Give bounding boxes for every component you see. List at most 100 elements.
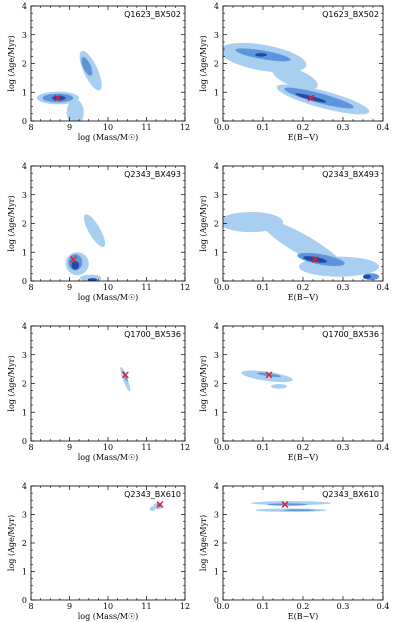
confidence-region-inner	[255, 53, 267, 57]
confidence-region-outer	[149, 506, 155, 512]
confidence-regions	[223, 42, 370, 115]
y-tick-label: 1	[214, 568, 219, 577]
y-tick-label: 1	[214, 248, 219, 257]
x-tick-label: 12	[180, 602, 190, 611]
best-fit-marker	[54, 94, 62, 102]
x-tick-label: 10	[103, 283, 113, 292]
confidence-region-mid	[284, 87, 354, 109]
y-tick-label: 3	[22, 31, 27, 40]
y-tick-label: 3	[214, 511, 219, 520]
y-tick-label: 0	[22, 437, 27, 446]
confidence-regions	[65, 214, 106, 281]
y-tick-label: 3	[22, 511, 27, 520]
best-fit-marker-stroke	[265, 371, 273, 379]
best-fit-marker	[281, 501, 289, 509]
y-tick-label: 2	[22, 220, 27, 229]
y-tick-label: 1	[214, 408, 219, 417]
x-tick-label: 0.0	[217, 283, 230, 292]
confidence-region-outer	[83, 214, 106, 248]
x-tick-label: 0.3	[337, 602, 350, 611]
y-tick-label: 4	[214, 2, 219, 11]
x-tick-label: 0.3	[337, 123, 350, 132]
best-fit-marker-stroke	[307, 94, 315, 102]
x-tick-label: 12	[180, 443, 190, 452]
confidence-region-inner	[71, 260, 80, 270]
best-fit-marker-stroke	[69, 255, 77, 263]
plot-frame	[30, 325, 186, 442]
panel-2: 0.0 0.1 0.2 0.3 0.4 0 1 2 3 4 E(B−V) log (Age/Myr) Q…	[199, 2, 389, 142]
best-fit-marker	[69, 255, 77, 263]
x-axis-title: E(B−V)	[288, 293, 318, 302]
x-tick-label: 0.4	[377, 283, 390, 292]
x-tick-label: 0.4	[377, 602, 390, 611]
confidence-region-inner	[363, 274, 371, 279]
best-fit-marker	[156, 501, 164, 509]
x-axis-title: E(B−V)	[288, 133, 318, 142]
y-axis-title: log (Age/Myr)	[199, 355, 208, 411]
y-axis-title: log (Age/Myr)	[7, 195, 16, 251]
best-fit-marker-stroke	[54, 94, 62, 102]
x-tick-label: 0.4	[377, 443, 390, 452]
y-tick-label: 4	[214, 322, 219, 331]
x-axis-title: log (Mass/M☉)	[78, 612, 139, 621]
x-tick-label: 8	[28, 602, 33, 611]
plot-frame	[30, 165, 186, 282]
panel-8: 0.0 0.1 0.2 0.3 0.4 0 1 2 3 4 E(B−V) log (Age/Myr) Q…	[199, 482, 389, 621]
y-tick-label: 4	[214, 482, 219, 491]
x-tick-label: 10	[103, 602, 113, 611]
best-fit-marker	[265, 371, 273, 379]
y-axis-title: log (Age/Myr)	[199, 195, 208, 251]
y-tick-label: 4	[22, 322, 27, 331]
y-tick-label: 2	[22, 539, 27, 548]
y-tick-label: 3	[214, 191, 219, 200]
object-name-label: Q2343_BX610	[322, 490, 379, 499]
confidence-region-outer	[272, 66, 318, 90]
y-tick-label: 0	[22, 277, 27, 286]
x-tick-label: 9	[67, 443, 72, 452]
x-tick-label: 0.2	[297, 283, 310, 292]
x-tick-label: 0.3	[337, 443, 350, 452]
y-tick-label: 2	[22, 380, 27, 389]
y-tick-label: 2	[214, 220, 219, 229]
x-tick-label: 0.0	[217, 123, 230, 132]
y-tick-label: 3	[214, 31, 219, 40]
x-tick-label: 0.1	[257, 602, 270, 611]
x-axis-title: log (Mass/M☉)	[78, 133, 139, 142]
x-tick-label: 8	[28, 123, 33, 132]
x-tick-label: 11	[141, 443, 151, 452]
x-tick-label: 9	[67, 123, 72, 132]
x-tick-label: 12	[180, 283, 190, 292]
x-axis-title: log (Mass/M☉)	[78, 293, 139, 302]
y-tick-label: 2	[214, 60, 219, 69]
y-tick-label: 4	[214, 162, 219, 171]
y-tick-label: 4	[22, 162, 27, 171]
x-tick-label: 10	[103, 123, 113, 132]
object-name-label: Q1700_BX536	[322, 330, 379, 339]
y-tick-label: 0	[214, 277, 219, 286]
y-tick-label: 2	[22, 60, 27, 69]
x-tick-label: 8	[28, 443, 33, 452]
best-fit-marker	[307, 94, 315, 102]
y-tick-label: 3	[22, 351, 27, 360]
x-tick-label: 0.0	[217, 602, 230, 611]
object-name-label: Q1700_BX536	[124, 330, 181, 339]
x-tick-label: 8	[28, 283, 33, 292]
y-axis-title: log (Age/Myr)	[7, 35, 16, 91]
x-tick-label: 11	[141, 283, 151, 292]
y-tick-label: 1	[22, 408, 27, 417]
y-axis-title: log (Age/Myr)	[7, 515, 16, 571]
y-axis-title: log (Age/Myr)	[199, 35, 208, 91]
confidence-region-mid	[283, 509, 315, 512]
x-axis-title: E(B−V)	[288, 453, 318, 462]
x-tick-label: 9	[67, 602, 72, 611]
y-tick-label: 2	[214, 380, 219, 389]
x-tick-label: 11	[141, 602, 151, 611]
y-tick-label: 3	[214, 351, 219, 360]
x-tick-label: 0.2	[297, 602, 310, 611]
object-name-label: Q1623_BX502	[322, 10, 379, 19]
object-name-label: Q2343_BX493	[124, 170, 181, 179]
y-axis-title: log (Age/Myr)	[7, 355, 16, 411]
y-tick-label: 1	[22, 88, 27, 97]
